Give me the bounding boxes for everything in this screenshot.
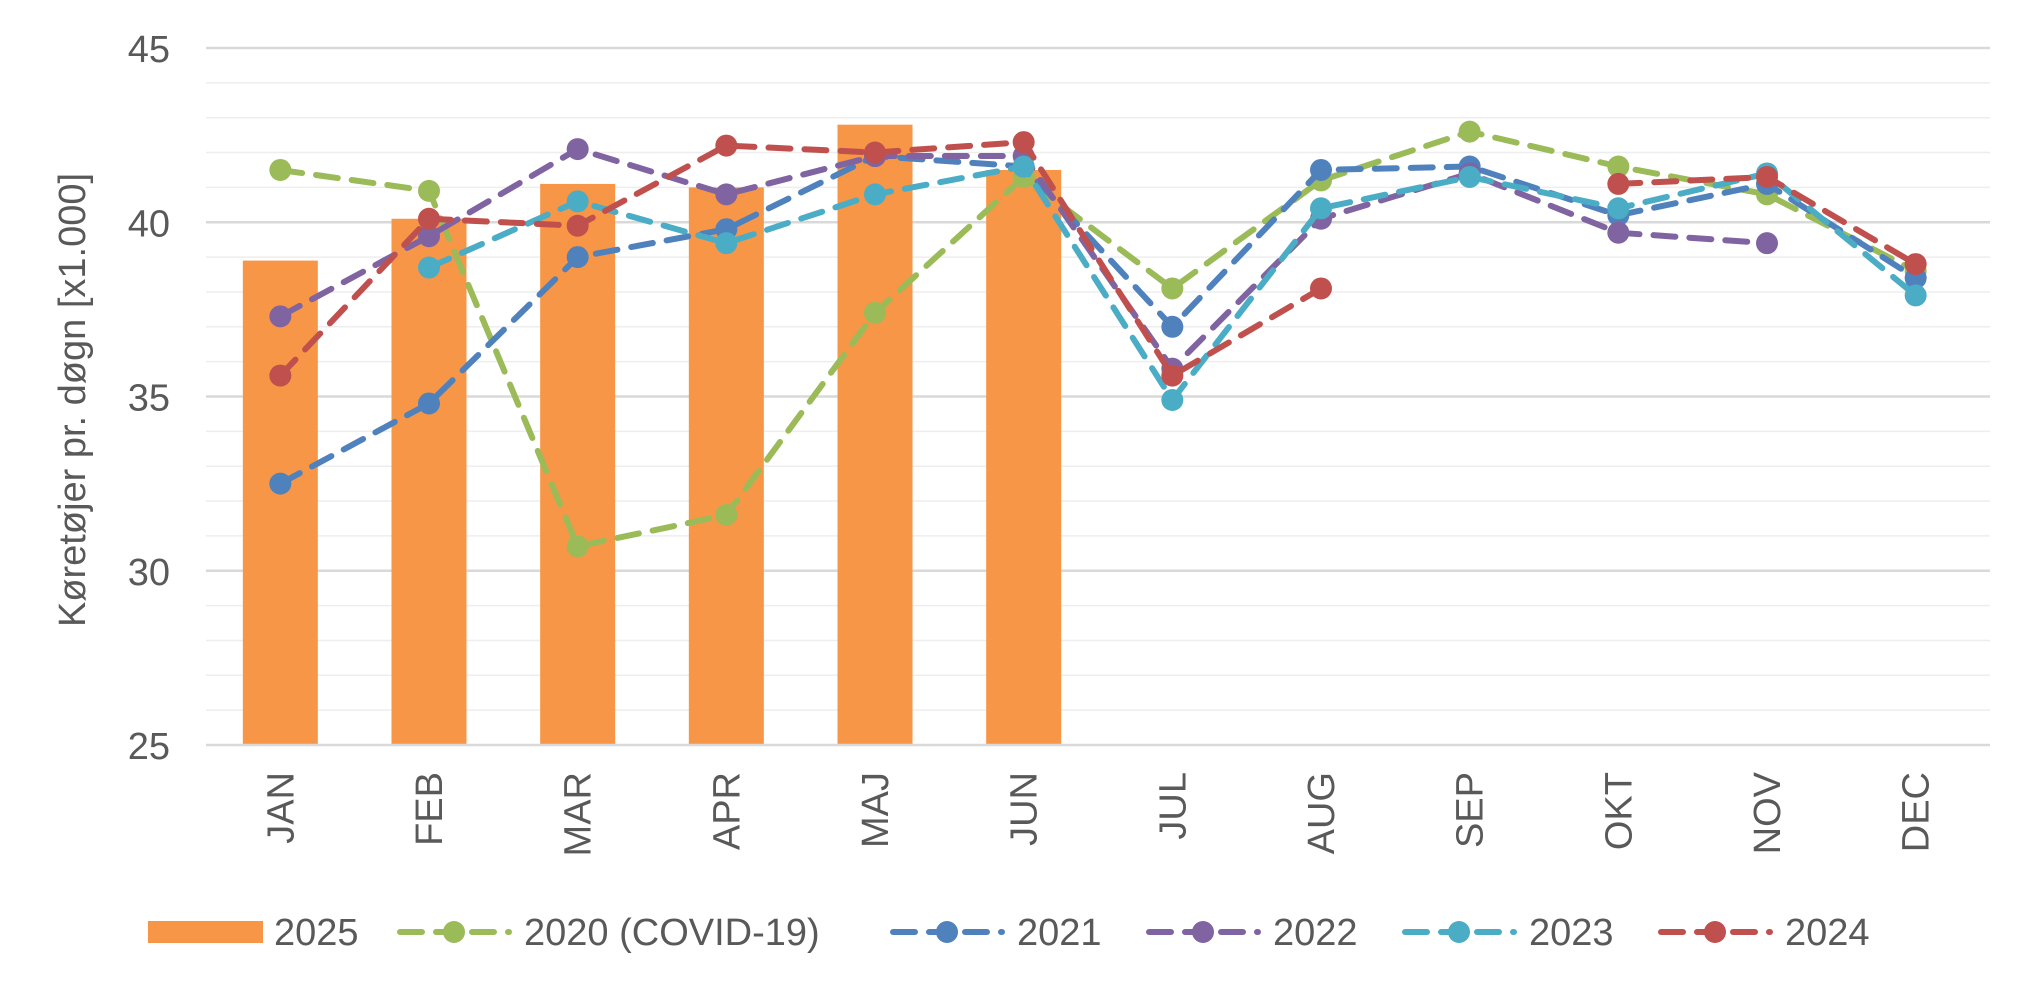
x-tick-label-sep: SEP (1450, 772, 1492, 848)
bar-series-2025 (242, 124, 1062, 746)
x-tick-label-okt: OKT (1598, 772, 1640, 850)
bar-2025-maj (837, 124, 913, 746)
x-tick-label-mar: MAR (558, 772, 600, 856)
legend-label-2022: 2022 (1273, 912, 1358, 954)
legend-swatch-marker (443, 921, 465, 943)
bar-2025-apr (688, 187, 764, 745)
point-2022-mar (566, 138, 589, 161)
x-tick-label-maj: MAJ (855, 772, 897, 848)
point-2020-mar (566, 535, 589, 558)
axis-labels: 25 30 35 40 45 JAN FEB MAR APR MAJ JUN JUL AUG SEP OKT… (128, 29, 1938, 856)
point-2020-sep (1458, 120, 1481, 143)
point-2023-okt (1607, 197, 1630, 220)
point-2024-jan (269, 364, 292, 387)
point-2024-jul (1161, 364, 1184, 387)
point-2021-feb (418, 392, 440, 415)
point-2022-nov (1756, 232, 1778, 255)
point-2024-apr (715, 134, 738, 157)
x-tick-label-dec: DEC (1896, 772, 1938, 852)
point-2023-jun (1012, 155, 1035, 178)
legend-label-2021: 2021 (1017, 912, 1102, 954)
point-2024-mar (566, 214, 589, 237)
x-tick-label-feb: FEB (409, 772, 451, 846)
y-tick-label: 25 (128, 726, 170, 768)
point-2023-feb (418, 256, 440, 279)
y-tick-label: 30 (128, 552, 170, 594)
point-2024-maj (864, 141, 886, 164)
point-2024-aug (1310, 277, 1332, 300)
legend-swatch-2025 (148, 921, 263, 943)
legend-label-2023: 2023 (1529, 912, 1614, 954)
point-2023-sep (1458, 165, 1481, 188)
x-tick-label-apr: APR (706, 772, 748, 850)
x-tick-label-nov: NOV (1747, 771, 1789, 854)
point-2020-feb (418, 179, 440, 202)
legend-label-2024: 2024 (1785, 912, 1870, 954)
legend: 2025 2020 (COVID-19) 2021 2022 2023 2024 (148, 912, 1870, 954)
point-2023-dec (1904, 284, 1927, 307)
x-tick-label-aug: AUG (1301, 772, 1343, 854)
bar-2025-feb (391, 218, 467, 745)
series-2024 (269, 131, 1927, 387)
bar-2025-jun (986, 169, 1062, 746)
y-axis-title: Køretøjer pr. døgn [x1.000] (52, 173, 94, 627)
series-2021 (269, 145, 1927, 495)
point-2024-feb (418, 207, 440, 230)
y-tick-label: 45 (128, 29, 170, 71)
series-line (277, 153, 1919, 487)
point-2022-apr (715, 183, 738, 206)
legend-swatch-marker (1704, 921, 1726, 943)
point-2023-apr (715, 232, 738, 255)
point-2024-jun (1012, 131, 1035, 154)
point-2023-aug (1310, 197, 1332, 220)
x-tick-label-jul: JUL (1152, 772, 1194, 840)
point-2021-aug (1310, 158, 1332, 181)
x-tick-label-jun: JUN (1004, 772, 1046, 846)
legend-swatch-marker (1448, 921, 1470, 943)
bar-2025-jan (242, 260, 318, 745)
line-series (269, 120, 1927, 558)
point-2022-jan (269, 305, 292, 328)
series-line (277, 139, 1324, 379)
point-2022-okt (1607, 221, 1630, 244)
point-2021-jan (269, 472, 292, 495)
gridlines (206, 46, 1990, 711)
point-2020-jan (269, 158, 292, 181)
point-2022-feb (418, 225, 440, 248)
point-2023-maj (864, 183, 886, 206)
y-tick-label: 40 (128, 203, 170, 245)
point-2024-nov (1756, 165, 1778, 188)
point-2021-mar (566, 246, 589, 269)
point-2021-jul (1161, 315, 1184, 338)
point-2020-jul (1161, 277, 1184, 300)
point-2024-dec (1904, 253, 1927, 276)
point-2023-jul (1161, 388, 1184, 411)
x-tick-label-jan: JAN (260, 772, 302, 844)
legend-label-2025: 2025 (274, 912, 359, 954)
point-2024-okt (1607, 172, 1630, 195)
legend-swatch-marker (936, 921, 958, 943)
legend-swatch-marker (1192, 921, 1214, 943)
point-2020-apr (715, 503, 738, 526)
series-line (277, 128, 1919, 550)
point-2020-maj (864, 301, 886, 324)
legend-label-2020: 2020 (COVID-19) (524, 912, 820, 954)
point-2023-mar (566, 190, 589, 213)
point-2020-okt (1607, 155, 1630, 178)
bar-2025-mar (540, 183, 616, 746)
y-tick-label: 35 (128, 378, 170, 420)
